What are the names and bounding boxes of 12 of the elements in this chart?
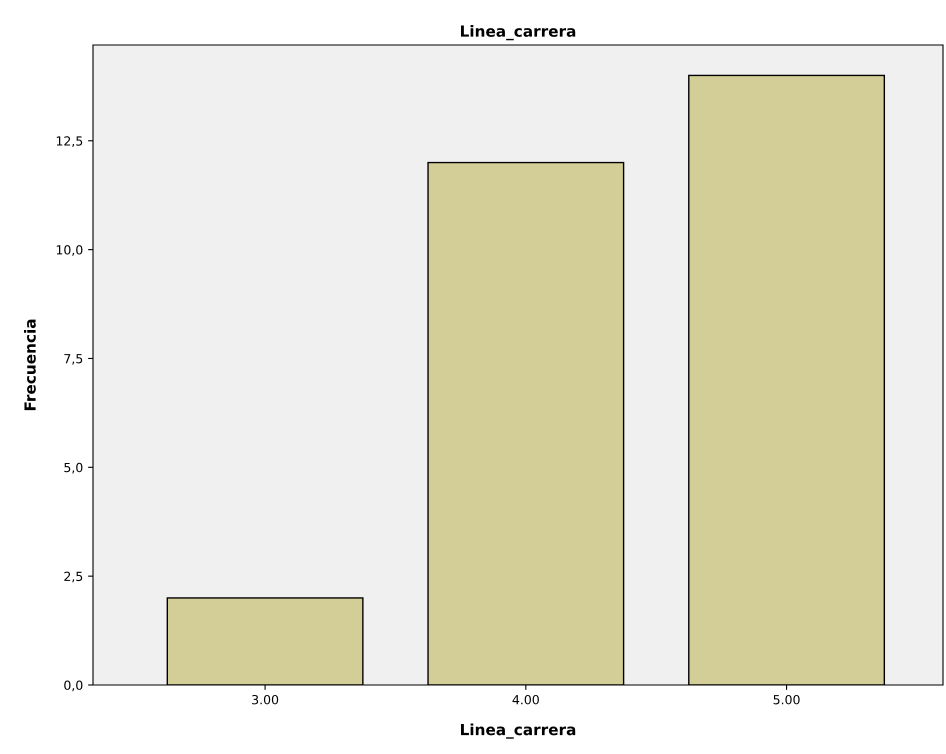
chart-title: Linea_carrera <box>461 25 576 40</box>
x-tick-label: 5.00 <box>774 694 800 704</box>
x-tick-label: 3.00 <box>252 694 278 704</box>
y-tick-label: 12,5 <box>56 136 82 147</box>
y-axis-title: Frecuencia <box>24 320 36 410</box>
x-tick-label: 4.00 <box>512 694 539 704</box>
y-tick-label: 2,5 <box>64 572 82 582</box>
y-tick-label: 10,0 <box>56 245 82 256</box>
y-tick-label: 5,0 <box>64 462 82 474</box>
y-tick-label: 7,5 <box>64 354 82 365</box>
x-axis-title: Linea_carrera <box>461 723 576 739</box>
y-tick-label: 0,0 <box>64 680 82 692</box>
